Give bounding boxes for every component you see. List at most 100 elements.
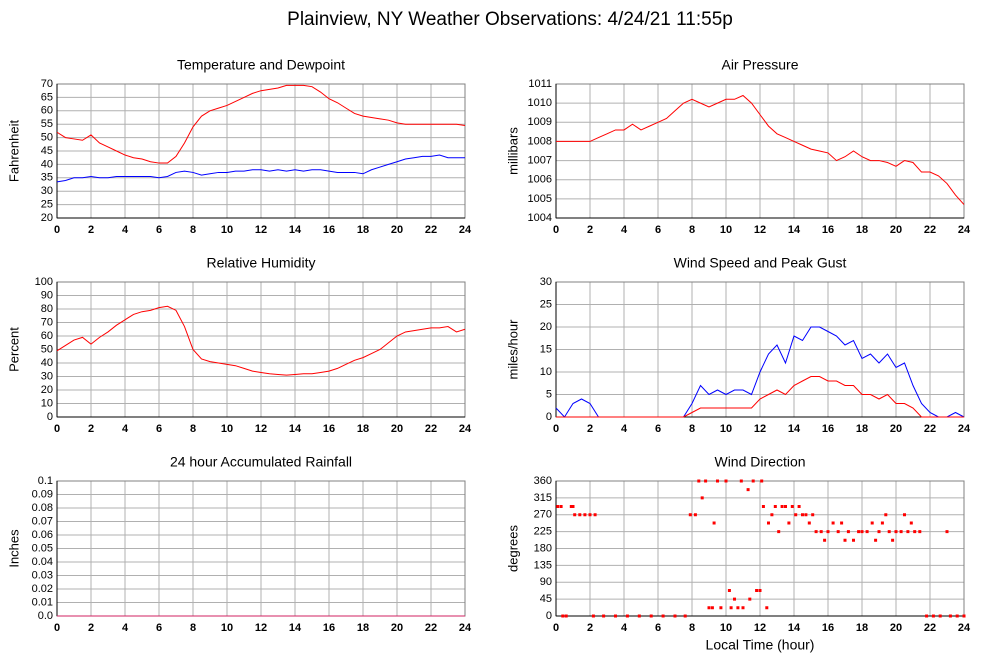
y-tick-label: 25 xyxy=(41,199,53,211)
x-tick-label: 18 xyxy=(856,224,868,236)
data-point xyxy=(700,496,704,500)
chart-title: Air Pressure xyxy=(721,57,798,73)
y-tick-label: 60 xyxy=(41,105,53,117)
y-tick-label: 40 xyxy=(41,158,53,170)
data-point xyxy=(823,538,827,542)
data-point xyxy=(887,530,891,534)
y-tick-label: 0.04 xyxy=(32,556,53,568)
y-tick-label: 100 xyxy=(35,276,53,288)
y-tick-label: 1011 xyxy=(528,78,552,90)
data-point xyxy=(710,606,714,610)
data-point xyxy=(790,505,794,508)
x-tick-label: 24 xyxy=(958,423,971,435)
data-point xyxy=(955,614,959,618)
y-tick-label: 30 xyxy=(41,185,53,197)
y-tick-label: 360 xyxy=(534,475,552,487)
x-tick-label: 14 xyxy=(788,622,801,634)
x-tick-label: 12 xyxy=(255,423,267,435)
data-point xyxy=(719,606,723,610)
data-point xyxy=(564,614,568,618)
x-tick-label: 10 xyxy=(221,622,233,634)
data-point xyxy=(751,479,755,483)
data-point xyxy=(697,479,701,483)
y-tick-label: 65 xyxy=(41,91,53,103)
data-point xyxy=(724,479,728,483)
y-tick-label: 0.08 xyxy=(32,502,53,514)
x-tick-label: 18 xyxy=(856,622,868,634)
data-point xyxy=(748,597,752,601)
x-tick-label: 6 xyxy=(156,622,162,634)
y-tick-label: 55 xyxy=(41,118,53,130)
y-tick-label: 10 xyxy=(540,366,552,378)
y-tick-label: 0.09 xyxy=(32,488,53,500)
x-tick-label: 4 xyxy=(621,622,628,634)
x-tick-label: 4 xyxy=(621,224,628,236)
data-point xyxy=(925,614,929,618)
x-tick-label: 4 xyxy=(621,423,628,435)
data-point xyxy=(843,538,847,542)
y-tick-label: 30 xyxy=(41,370,53,382)
data-line xyxy=(56,305,466,376)
y-tick-label: 0 xyxy=(546,610,552,622)
x-tick-label: 10 xyxy=(720,224,732,236)
x-tick-label: 2 xyxy=(587,224,593,236)
data-point xyxy=(758,589,762,592)
x-tick-label: 2 xyxy=(88,423,94,435)
data-point xyxy=(784,505,787,508)
x-tick-label: 0 xyxy=(54,224,60,236)
data-point xyxy=(773,505,777,508)
data-point xyxy=(787,521,791,525)
data-point xyxy=(625,614,629,618)
y-tick-label: 0.05 xyxy=(32,542,53,554)
data-point xyxy=(578,513,582,517)
x-tick-label: 16 xyxy=(822,622,834,634)
data-point xyxy=(948,614,952,618)
x-tick-label: 10 xyxy=(221,423,233,435)
x-tick-label: 8 xyxy=(689,622,695,634)
data-point xyxy=(556,505,560,508)
data-point xyxy=(899,530,903,534)
data-point xyxy=(906,530,910,534)
data-point xyxy=(874,538,878,542)
x-tick-label: 24 xyxy=(459,423,472,435)
data-point xyxy=(741,606,745,610)
data-point xyxy=(746,488,750,492)
data-point xyxy=(903,513,906,517)
y-tick-label: 0.03 xyxy=(32,569,53,581)
data-point xyxy=(811,513,815,517)
x-tick-label: 14 xyxy=(788,224,801,236)
data-point xyxy=(761,505,765,508)
x-tick-label: 6 xyxy=(655,423,661,435)
x-tick-label: 24 xyxy=(958,622,971,634)
x-tick-label: 2 xyxy=(88,622,94,634)
data-point xyxy=(755,589,759,592)
data-point xyxy=(962,614,966,618)
data-point xyxy=(777,530,781,534)
data-point xyxy=(891,538,895,542)
y-tick-label: 30 xyxy=(540,276,552,288)
data-point xyxy=(733,597,736,601)
data-point xyxy=(683,614,687,618)
y-tick-label: 5 xyxy=(546,388,552,400)
chart-title: Relative Humidity xyxy=(207,255,316,271)
data-point xyxy=(801,513,804,517)
data-point xyxy=(716,479,719,483)
x-tick-label: 0 xyxy=(553,224,559,236)
data-point xyxy=(760,479,764,483)
y-tick-label: 0.1 xyxy=(38,475,53,487)
y-tick-label: 0.06 xyxy=(32,529,53,541)
y-tick-label: 1005 xyxy=(528,193,552,205)
y-tick-label: 270 xyxy=(534,509,552,521)
y-tick-label: 35 xyxy=(41,172,53,184)
x-axis-label: Local Time (hour) xyxy=(706,637,815,653)
x-tick-label: 8 xyxy=(689,224,695,236)
y-tick-label: 90 xyxy=(41,289,53,301)
x-tick-label: 16 xyxy=(822,423,834,435)
y-tick-label: 20 xyxy=(540,321,552,333)
x-tick-label: 4 xyxy=(122,622,129,634)
y-tick-label: 0 xyxy=(546,411,552,423)
data-point xyxy=(707,606,711,610)
y-tick-label: 1007 xyxy=(528,154,552,166)
x-tick-label: 2 xyxy=(88,224,94,236)
